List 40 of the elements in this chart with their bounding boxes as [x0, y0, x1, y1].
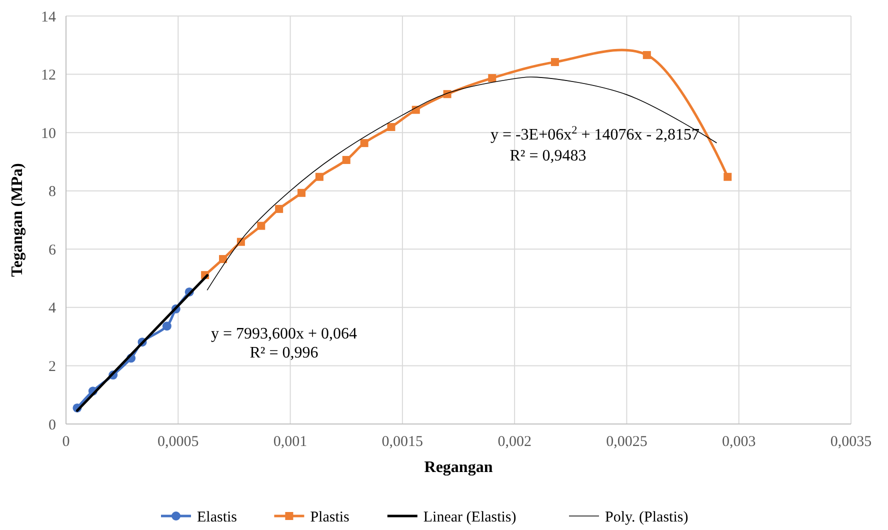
annotation: y = 7993,600x + 0,064: [210, 326, 358, 343]
point: [315, 172, 324, 181]
y-tick-label: 14: [41, 9, 56, 26]
y-axis-title: Tegangan (MPa): [9, 163, 26, 277]
x-tick-label: 0,001: [273, 434, 308, 450]
x-tick-label: 0,0025: [606, 434, 648, 450]
legend-label: Elastis: [197, 509, 238, 526]
x-tick-label: 0,0015: [382, 434, 424, 450]
point: [275, 204, 284, 213]
y-tick-label: 10: [41, 126, 56, 142]
y-tick-label: 4: [48, 300, 56, 317]
annotation: R² = 0,9483: [510, 148, 586, 165]
point: [550, 58, 559, 66]
legend-label: Linear (Elastis): [423, 509, 516, 526]
y-tick-label: 0: [48, 417, 56, 434]
y-tick-label: 8: [48, 184, 56, 200]
line-series: [206, 76, 717, 290]
point: [219, 255, 227, 264]
point: [642, 51, 651, 60]
y-tick-label: 2: [48, 358, 56, 375]
point: [724, 172, 732, 181]
point: [257, 222, 266, 230]
point: [342, 156, 350, 164]
x-tick-label: 0: [62, 434, 70, 450]
y-tick-label: 12: [41, 68, 56, 84]
annotation: R² = 0,996: [250, 344, 318, 362]
x-tick-label: 0,0005: [158, 434, 199, 450]
x-axis-title: Regangan: [424, 459, 493, 476]
y-tick-label: 6: [48, 242, 56, 258]
point: [162, 322, 172, 331]
point: [488, 74, 496, 82]
legend-label: Plastis: [310, 509, 350, 526]
x-tick-label: 0,002: [498, 434, 532, 450]
point: [360, 139, 368, 148]
x-tick-label: 0,003: [722, 434, 756, 450]
x-tick-label: 0,0035: [830, 434, 872, 450]
legend-label: Poly. (Plastis): [605, 509, 688, 526]
point: [298, 188, 306, 197]
point: [387, 123, 396, 132]
annotation: y = -3E+06x$^{2}$ + 14076x - 2,8157: [490, 124, 700, 144]
